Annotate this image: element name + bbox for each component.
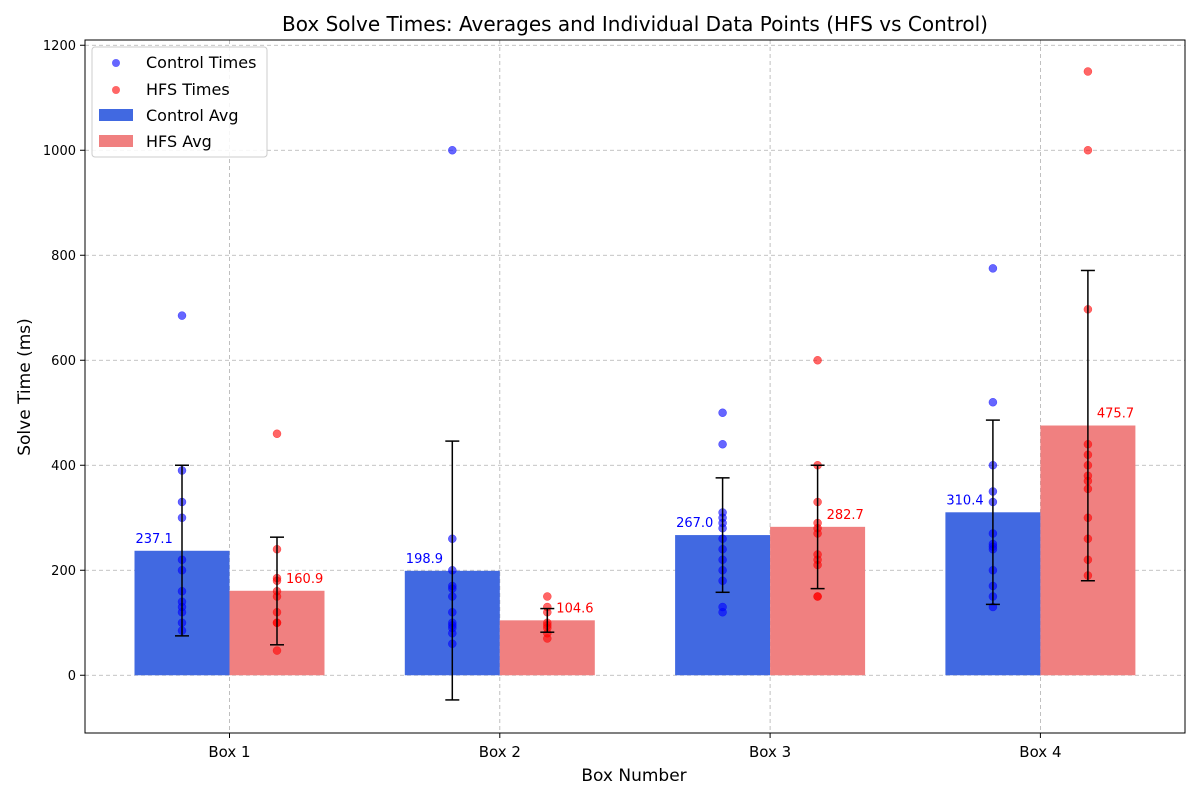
hfs-time-point <box>543 634 552 643</box>
control-time-point <box>718 608 727 617</box>
legend-box <box>91 46 268 158</box>
control-value-label: 310.4 <box>946 493 983 508</box>
y-tick-label: 200 <box>51 564 76 579</box>
y-tick-label: 1200 <box>43 39 76 54</box>
x-tick-label: Box 1 <box>208 743 250 761</box>
hfs-value-label: 282.7 <box>827 508 864 523</box>
x-tick-label: Box 3 <box>749 743 791 761</box>
y-axis-label: Solve Time (ms) <box>15 318 35 456</box>
y-tick-label: 600 <box>51 354 76 369</box>
x-tick-label: Box 2 <box>479 743 521 761</box>
y-tick-label: 1000 <box>43 144 76 159</box>
legend-control-avg-label: Control Avg <box>146 106 239 125</box>
chart-title: Box Solve Times: Averages and Individual… <box>282 12 988 36</box>
control-time-point <box>177 311 187 320</box>
legend-hfs-points-label: HFS Times <box>146 80 230 99</box>
hfs-value-label: 475.7 <box>1097 407 1134 422</box>
plot-frame <box>84 39 1186 734</box>
control-time-point <box>988 264 998 273</box>
hfs-time-point <box>1083 67 1093 76</box>
x-axis-label: Box Number <box>581 766 686 786</box>
hfs-value-label: 160.9 <box>286 572 323 587</box>
hfs-time-point <box>272 646 282 655</box>
legend-control-points-label: Control Times <box>146 53 256 72</box>
control-time-point <box>448 146 457 155</box>
control-time-point <box>718 408 727 417</box>
y-tick-label: 0 <box>68 669 76 684</box>
x-tick-label: Box 4 <box>1019 743 1061 761</box>
y-tick-label: 800 <box>51 249 76 264</box>
control-value-label: 237.1 <box>136 532 173 547</box>
legend-hfs-points-marker <box>112 86 120 94</box>
hfs-time-point <box>543 592 552 601</box>
legend-hfs-avg-swatch <box>99 135 133 147</box>
hfs-time-point <box>813 356 822 365</box>
bars-layer <box>134 425 1136 676</box>
control-time-point <box>718 440 727 449</box>
control-value-label: 198.9 <box>406 552 443 567</box>
hfs-time-point <box>1083 146 1093 155</box>
hfs-value-label: 104.6 <box>556 601 593 616</box>
x-ticks: Box 1 Box 2 Box 3 Box 4 <box>208 733 1062 761</box>
labels-layer: 237.1 198.9 267.0 310.4 160.9 104.6 282.7 475.7 <box>136 407 1135 617</box>
errors-layer <box>175 269 1095 701</box>
hfs-time-point <box>813 592 822 601</box>
control-time-point <box>988 398 998 407</box>
legend: Control Times HFS Times Control Avg HFS … <box>91 46 268 158</box>
legend-hfs-avg-label: HFS Avg <box>146 132 212 151</box>
control-value-label: 267.0 <box>676 516 713 531</box>
y-tick-label: 400 <box>51 459 76 474</box>
legend-control-avg-swatch <box>99 109 133 121</box>
hfs-time-point <box>272 429 282 438</box>
y-ticks: 0 200 400 600 800 1000 1200 <box>43 39 85 684</box>
legend-control-points-marker <box>112 59 120 67</box>
